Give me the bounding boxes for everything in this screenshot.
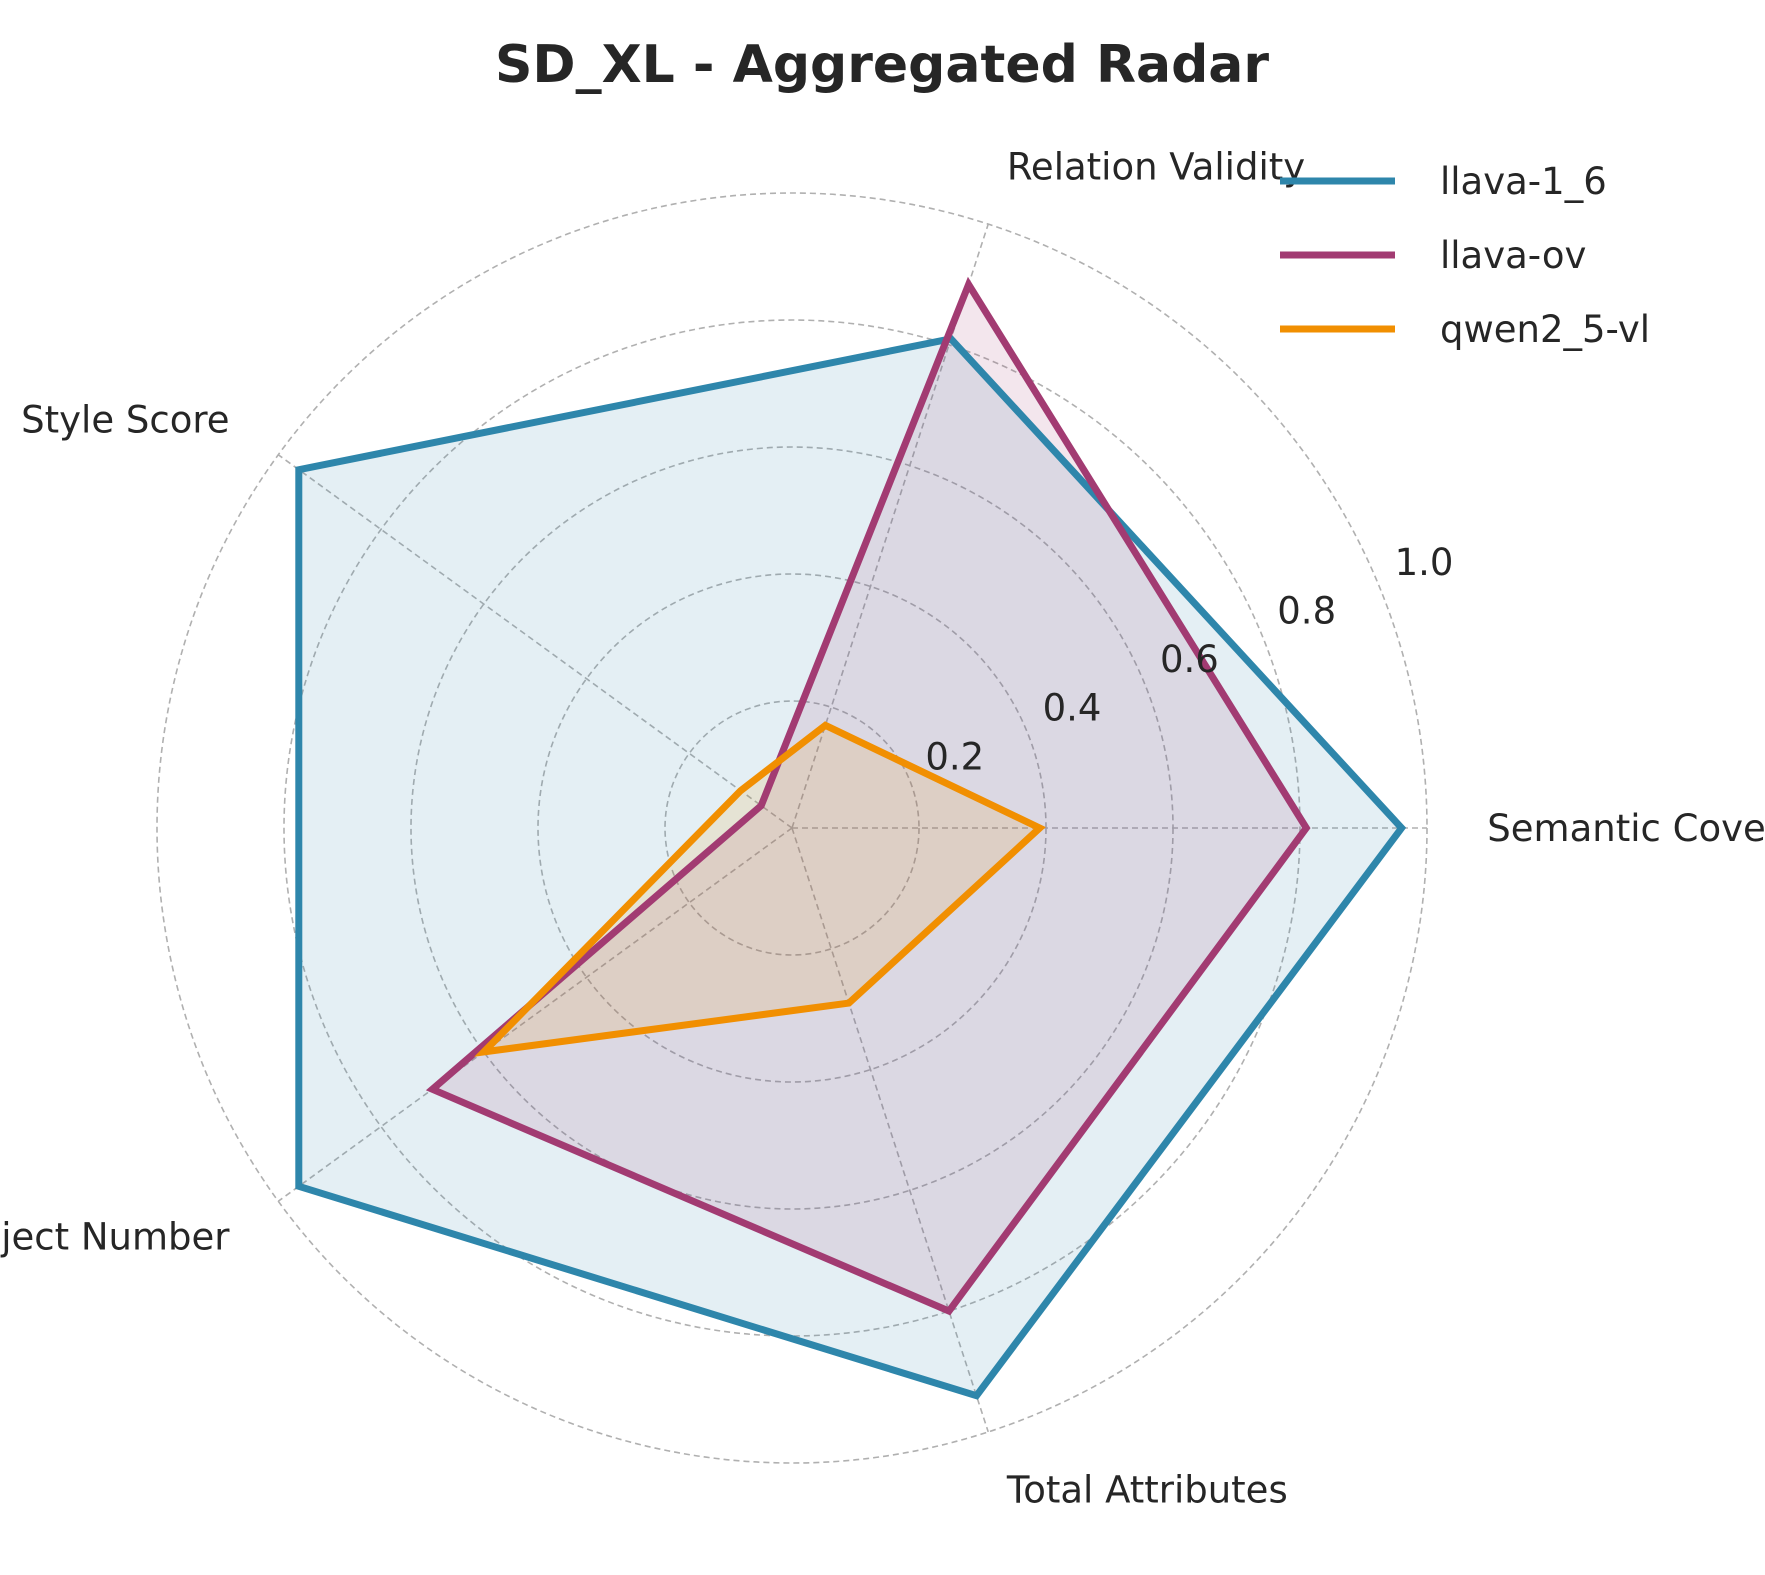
legend-label: qwen2_5-vl [1440, 308, 1650, 351]
r-tick-label: 0.8 [1277, 589, 1336, 632]
grid-ring-3 [283, 319, 1301, 1337]
r-tick-label: 1.0 [1395, 541, 1454, 584]
axis-label: Semantic Coverage [1487, 807, 1765, 850]
series-line-2 [474, 721, 1046, 1057]
r-tick-label: 0.2 [925, 735, 984, 778]
axis-label: Style Score [21, 398, 229, 441]
axis-label: Object Number [0, 1216, 230, 1259]
axis-label: Relation Validity [1007, 146, 1305, 189]
legend-label: llava-ov [1440, 234, 1586, 277]
legend-label: llava-1_6 [1440, 160, 1607, 203]
series-line-1 [425, 276, 1311, 1316]
series-area-0 [298, 338, 1402, 1396]
grid-spoke-2 [277, 454, 793, 829]
grid-spoke-3 [277, 827, 793, 1202]
grid-layer [156, 192, 1428, 1464]
r-tick-label: 0.6 [1160, 638, 1219, 681]
series-line-layer [295, 276, 1407, 1400]
legend: llava-1_6 llava-ov qwen2_5-vl [1280, 160, 1650, 351]
chart-title: SD_XL - Aggregated Radar [495, 35, 1269, 95]
series-area-2 [483, 725, 1040, 1052]
label-layer: 0.2 0.4 0.6 0.8 1.0 Semantic Coverage Relation… [0, 146, 1765, 1512]
r-tick-label: 0.4 [1043, 687, 1102, 730]
series-area-1 [432, 284, 1307, 1312]
series-fill-layer [298, 284, 1402, 1396]
axis-label: Total Attributes [1006, 1468, 1288, 1511]
grid-spoke-4 [791, 827, 989, 1433]
grid-ring-0 [664, 700, 920, 956]
series-line-0 [295, 334, 1407, 1400]
